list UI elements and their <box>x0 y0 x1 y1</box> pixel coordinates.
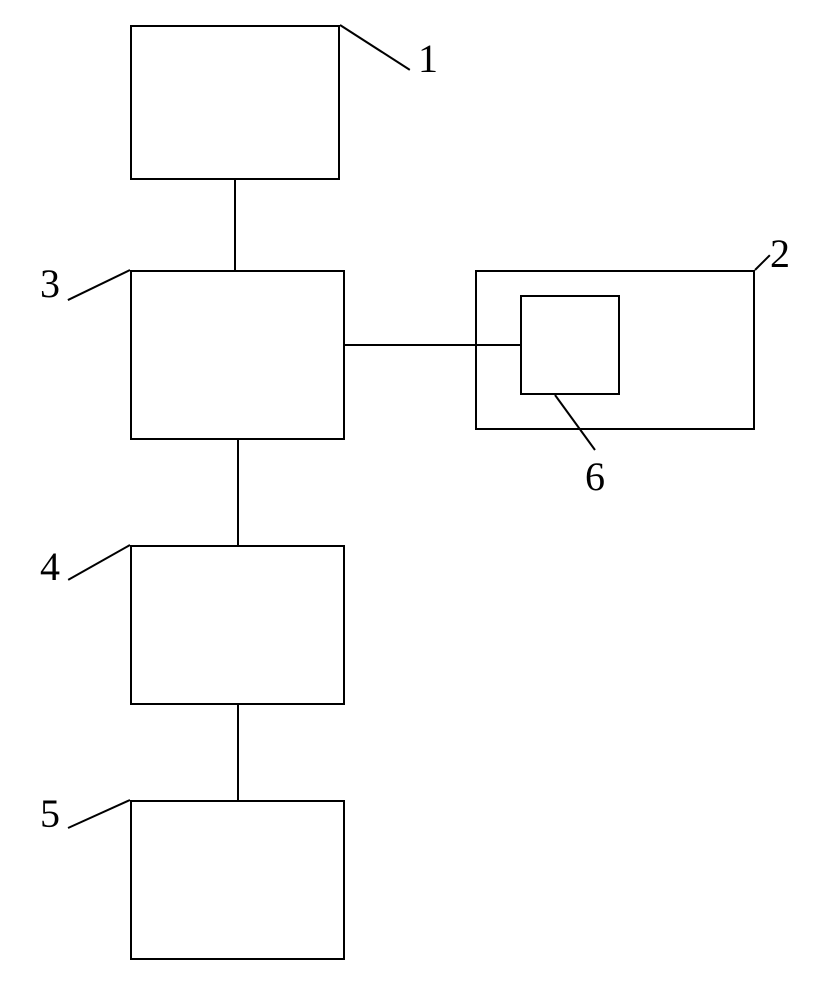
box-3 <box>130 270 345 440</box>
connector-3-6 <box>345 344 520 346</box>
leader-3 <box>68 269 131 301</box>
label-3: 3 <box>40 260 60 307</box>
label-1: 1 <box>418 35 438 82</box>
leader-1 <box>339 24 410 71</box>
box-5 <box>130 800 345 960</box>
label-5: 5 <box>40 790 60 837</box>
connector-4-5 <box>237 705 239 800</box>
leader-5 <box>68 799 131 829</box>
label-2: 2 <box>770 230 790 277</box>
connector-1-3 <box>234 180 236 270</box>
box-6 <box>520 295 620 395</box>
box-4 <box>130 545 345 705</box>
box-1 <box>130 25 340 180</box>
leader-2 <box>754 254 770 270</box>
label-6: 6 <box>585 453 605 500</box>
connector-3-4 <box>237 440 239 545</box>
label-4: 4 <box>40 543 60 590</box>
leader-4 <box>68 544 131 581</box>
